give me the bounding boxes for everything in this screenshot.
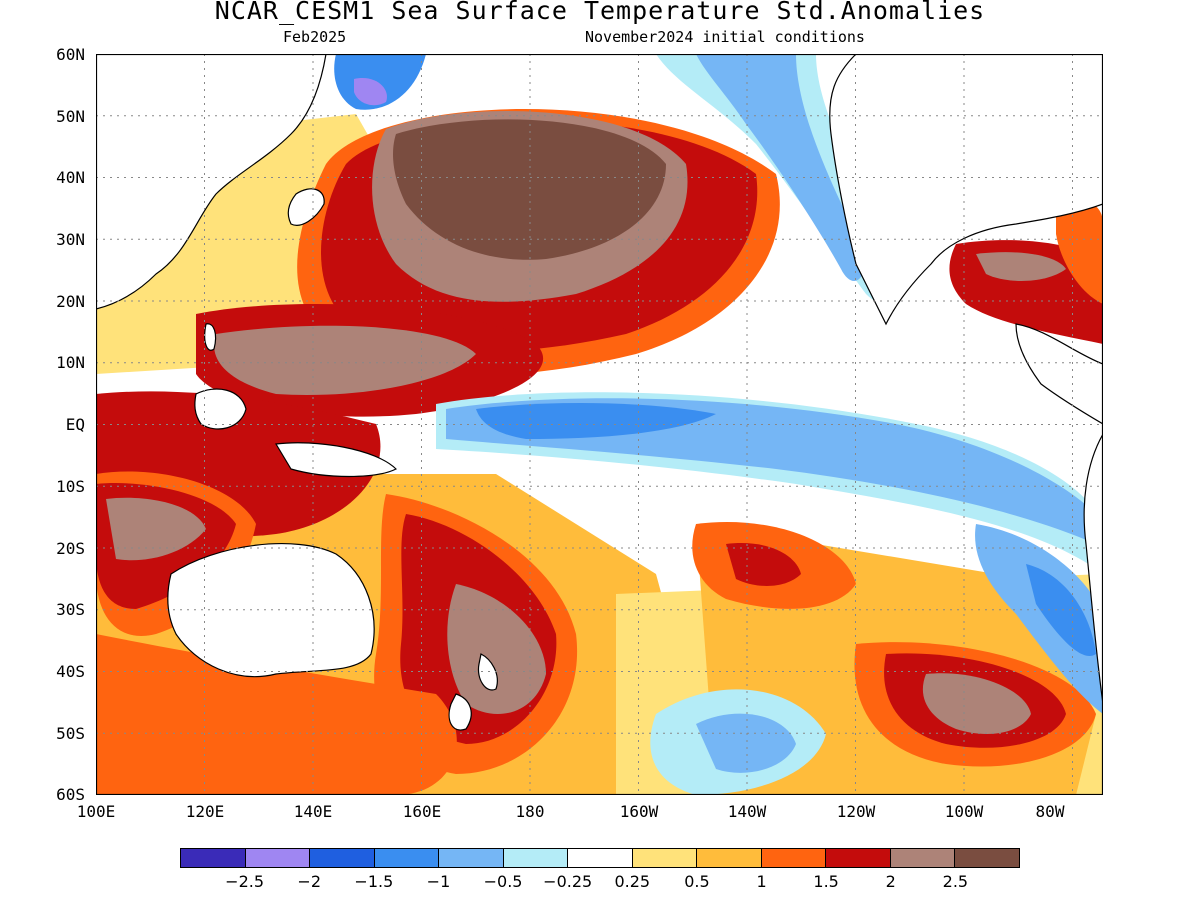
- colorbar-label: 1.5: [813, 872, 839, 891]
- colorbar-label: −1.5: [354, 872, 394, 891]
- lon-label-120w: 120W: [836, 802, 876, 821]
- lon-label-140w: 140W: [727, 802, 767, 821]
- lat-label-30s: 30S: [56, 600, 85, 619]
- colorbar-swatch: [568, 849, 633, 867]
- colorbar-swatch: [632, 849, 698, 867]
- colorbar-label: 1: [756, 872, 767, 891]
- colorbar-label: 0.5: [684, 872, 710, 891]
- lat-label-40n: 40N: [56, 168, 85, 187]
- colorbar-label: 0.25: [614, 872, 651, 891]
- colorbar-swatch: [439, 849, 504, 867]
- colorbar-label: −0.5: [483, 872, 523, 891]
- colorbar-swatch: [310, 849, 375, 867]
- lat-label-60n: 60N: [56, 45, 85, 64]
- colorbar: [180, 848, 1020, 868]
- lat-label-10n: 10N: [56, 353, 85, 372]
- lat-label-60s: 60S: [56, 785, 85, 804]
- colorbar-label: 2.5: [942, 872, 969, 891]
- lon-label-180: 180: [515, 802, 545, 821]
- anomaly-map: [96, 54, 1103, 795]
- lat-label-40s: 40S: [56, 662, 85, 681]
- colorbar-label: −2.5: [225, 872, 265, 891]
- lat-label-30n: 30N: [56, 230, 85, 249]
- colorbar-label: −1: [426, 872, 451, 891]
- lat-label-20n: 20N: [56, 292, 85, 311]
- lon-label-160w: 160W: [619, 802, 659, 821]
- lat-label-50n: 50N: [56, 107, 85, 126]
- colorbar-swatch: [955, 849, 1019, 867]
- lon-label-100e: 100E: [76, 802, 116, 821]
- colorbar-swatch: [181, 849, 246, 867]
- initial-conditions: November2024 initial conditions: [585, 28, 865, 46]
- colorbar-label: −2: [297, 872, 322, 891]
- colorbar-swatch: [826, 849, 891, 867]
- lat-label-20s: 20S: [56, 539, 85, 558]
- colorbar-label: −0.25: [543, 872, 593, 891]
- lon-label-120e: 120E: [185, 802, 225, 821]
- colorbar-swatch: [761, 849, 827, 867]
- map-frame: [96, 54, 1103, 795]
- colorbar-swatch: [374, 849, 440, 867]
- colorbar-swatch: [245, 849, 311, 867]
- forecast-month: Feb2025: [283, 28, 347, 46]
- lon-label-100w: 100W: [944, 802, 984, 821]
- colorbar-swatch: [503, 849, 569, 867]
- coastlines: [96, 54, 1103, 731]
- colorbar-swatch: [890, 849, 956, 867]
- lon-label-80w: 80W: [1035, 802, 1065, 821]
- lat-label-50s: 50S: [56, 724, 85, 743]
- lat-label-10s: 10S: [56, 477, 85, 496]
- graticule: [96, 54, 1103, 795]
- lon-label-160e: 160E: [402, 802, 442, 821]
- lon-label-140e: 140E: [293, 802, 333, 821]
- map-title: NCAR_CESM1 Sea Surface Temperature Std.A…: [214, 0, 986, 25]
- colorbar-swatch: [697, 849, 762, 867]
- colorbar-label: 2: [885, 872, 896, 891]
- lat-label-eq: EQ: [65, 415, 85, 434]
